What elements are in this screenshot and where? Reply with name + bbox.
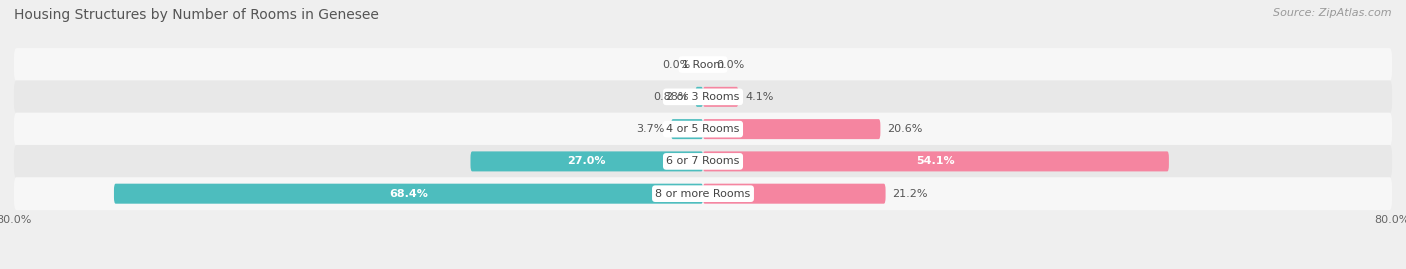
Text: 3.7%: 3.7%: [636, 124, 664, 134]
FancyBboxPatch shape: [14, 177, 1392, 210]
FancyBboxPatch shape: [471, 151, 703, 171]
FancyBboxPatch shape: [14, 48, 1392, 81]
FancyBboxPatch shape: [14, 113, 1392, 146]
Text: 2 or 3 Rooms: 2 or 3 Rooms: [666, 92, 740, 102]
Text: 20.6%: 20.6%: [887, 124, 922, 134]
Text: 4.1%: 4.1%: [745, 92, 773, 102]
Text: Source: ZipAtlas.com: Source: ZipAtlas.com: [1274, 8, 1392, 18]
Text: 8 or more Rooms: 8 or more Rooms: [655, 189, 751, 199]
Text: 27.0%: 27.0%: [568, 156, 606, 167]
Text: 0.88%: 0.88%: [652, 92, 689, 102]
FancyBboxPatch shape: [703, 184, 886, 204]
FancyBboxPatch shape: [703, 87, 738, 107]
Text: 0.0%: 0.0%: [662, 59, 690, 70]
Text: 4 or 5 Rooms: 4 or 5 Rooms: [666, 124, 740, 134]
FancyBboxPatch shape: [14, 145, 1392, 178]
Text: 0.0%: 0.0%: [716, 59, 744, 70]
Text: Housing Structures by Number of Rooms in Genesee: Housing Structures by Number of Rooms in…: [14, 8, 380, 22]
Text: 54.1%: 54.1%: [917, 156, 955, 167]
FancyBboxPatch shape: [703, 151, 1168, 171]
FancyBboxPatch shape: [696, 87, 703, 107]
Text: 1 Room: 1 Room: [682, 59, 724, 70]
FancyBboxPatch shape: [671, 119, 703, 139]
Text: 6 or 7 Rooms: 6 or 7 Rooms: [666, 156, 740, 167]
FancyBboxPatch shape: [114, 184, 703, 204]
Text: 21.2%: 21.2%: [893, 189, 928, 199]
Text: 68.4%: 68.4%: [389, 189, 427, 199]
FancyBboxPatch shape: [14, 80, 1392, 113]
FancyBboxPatch shape: [703, 119, 880, 139]
